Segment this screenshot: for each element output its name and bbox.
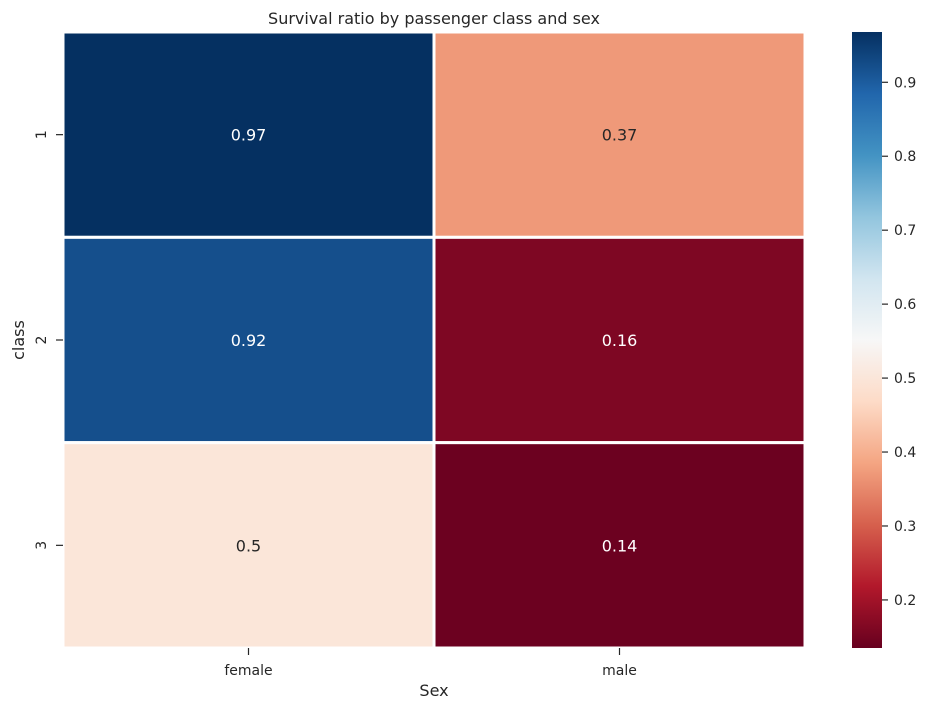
y-axis: 1 2 3 [34, 130, 63, 550]
cell-value-label: 0.5 [236, 536, 261, 555]
colorbar-tick-label: 0.6 [894, 297, 916, 313]
heatmap-cell-2-female [61, 235, 436, 445]
x-axis: female male [224, 648, 637, 679]
colorbar-tick-label: 0.7 [894, 223, 916, 239]
x-tick-label: female [224, 663, 272, 679]
colorbar-tick-label: 0.9 [894, 75, 916, 91]
heatmap-cell-1-male [432, 30, 807, 239]
y-tick-label: 2 [34, 336, 50, 345]
heatmap-cell-3-female [61, 441, 436, 650]
cell-value-label: 0.37 [602, 126, 638, 145]
colorbar-tick-label: 0.3 [894, 519, 916, 535]
cell-value-label: 0.16 [602, 331, 638, 350]
x-axis-title: Sex [419, 681, 448, 700]
y-axis-title: class [9, 320, 28, 360]
heatmap-cell-1-female [61, 30, 436, 239]
colorbar-tick-label: 0.2 [894, 593, 916, 609]
chart-title: Survival ratio by passenger class and se… [268, 9, 600, 28]
heatmap-cells [61, 30, 807, 650]
heatmap-cell-3-male [432, 441, 807, 650]
y-tick-label: 3 [34, 541, 50, 550]
x-tick-label: male [602, 663, 637, 679]
colorbar: 0.2 0.3 0.4 0.5 0.6 0.7 0.8 0.9 [852, 32, 916, 648]
y-tick-label: 1 [34, 130, 50, 139]
colorbar-tick-label: 0.5 [894, 371, 916, 387]
heatmap-cell-labels: 0.97 0.37 0.92 0.16 0.5 0.14 [231, 126, 638, 556]
colorbar-gradient [852, 32, 882, 648]
cell-value-label: 0.92 [231, 331, 267, 350]
colorbar-tick-label: 0.8 [894, 149, 916, 165]
cell-value-label: 0.14 [602, 536, 638, 555]
colorbar-tick-label: 0.4 [894, 445, 916, 461]
cell-value-label: 0.97 [231, 126, 267, 145]
heatmap-cell-2-male [432, 235, 807, 445]
